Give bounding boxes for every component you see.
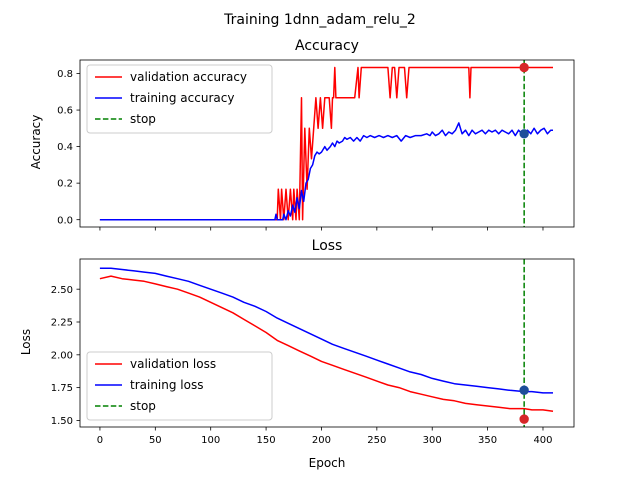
- loss-x-tick-label: 350: [478, 435, 497, 446]
- figure-title: Training 1dnn_adam_relu_2: [223, 12, 416, 28]
- loss-x-tick-label: 250: [367, 435, 386, 446]
- loss-x-tick-label: 300: [423, 435, 442, 446]
- loss-x-tick-label: 400: [533, 435, 552, 446]
- loss-y-tick-label: 2.50: [51, 285, 73, 296]
- loss-legend-label: stop: [130, 399, 156, 413]
- loss-series-validation-line: [99, 275, 554, 413]
- loss-x-tick-label: 150: [257, 435, 276, 446]
- loss-y-tick-label: 1.50: [51, 416, 73, 427]
- loss-legend-box: [86, 351, 273, 421]
- accuracy-legend-label: training accuracy: [130, 91, 234, 105]
- loss-x-tick-label: 200: [312, 435, 331, 446]
- accuracy-plot-area: 0.0 0.2 0.4 0.6 0.8 validation accuracy traini…: [57, 59, 575, 231]
- loss-legend-label: training loss: [130, 378, 203, 392]
- accuracy-series-validation-line: [99, 66, 553, 221]
- loss-y-tick-label: 1.75: [51, 383, 73, 394]
- accuracy-y-tick-label: 0.0: [57, 215, 73, 226]
- accuracy-stop-marker-training: [519, 129, 529, 139]
- loss-ylabel: Loss: [19, 329, 33, 355]
- loss-legend-label: validation loss: [130, 357, 216, 371]
- accuracy-subplot: Accuracy 0.0 0.2 0.4 0.6 0.8 validation accur…: [29, 38, 575, 231]
- accuracy-series-training-line: [99, 122, 553, 221]
- loss-x-tick-label: 100: [201, 435, 220, 446]
- loss-series-training-line: [99, 267, 553, 394]
- accuracy-legend-box: [86, 64, 273, 134]
- accuracy-axes-frame: [79, 59, 575, 228]
- loss-y-tick-label: 2.25: [51, 318, 73, 329]
- loss-xlabel: Epoch: [309, 456, 346, 470]
- accuracy-y-tick-label: 0.8: [57, 69, 73, 80]
- loss-axes-frame: [79, 258, 575, 428]
- accuracy-plot-content: [99, 60, 553, 227]
- accuracy-legend: validation accuracy training accuracy stop: [86, 64, 273, 134]
- loss-stop-marker-training: [519, 385, 529, 395]
- loss-title: Loss: [312, 238, 343, 254]
- loss-y-tick-label: 2.00: [51, 350, 73, 361]
- loss-x-tick-label: 0: [97, 435, 103, 446]
- loss-plot-content: [99, 259, 554, 427]
- loss-stop-marker-validation: [519, 414, 529, 424]
- accuracy-y-tick-label: 0.6: [57, 106, 73, 117]
- accuracy-legend-label: validation accuracy: [130, 70, 247, 84]
- accuracy-y-tick-label: 0.4: [57, 142, 73, 153]
- accuracy-legend-label: stop: [130, 112, 156, 126]
- loss-subplot: Loss 0 50 100 150 200 250 300 350 400 1.50 1.75 2.0…: [19, 238, 575, 470]
- loss-x-tick-label: 50: [149, 435, 162, 446]
- accuracy-title: Accuracy: [295, 38, 359, 54]
- accuracy-ylabel: Accuracy: [29, 115, 43, 170]
- loss-legend: validation loss training loss stop: [86, 351, 273, 421]
- loss-plot-area: 0 50 100 150 200 250 300 350 400 1.50 1.75 2.00 2.25…: [51, 258, 575, 446]
- accuracy-stop-marker-validation: [519, 62, 529, 73]
- accuracy-y-tick-label: 0.2: [57, 179, 73, 190]
